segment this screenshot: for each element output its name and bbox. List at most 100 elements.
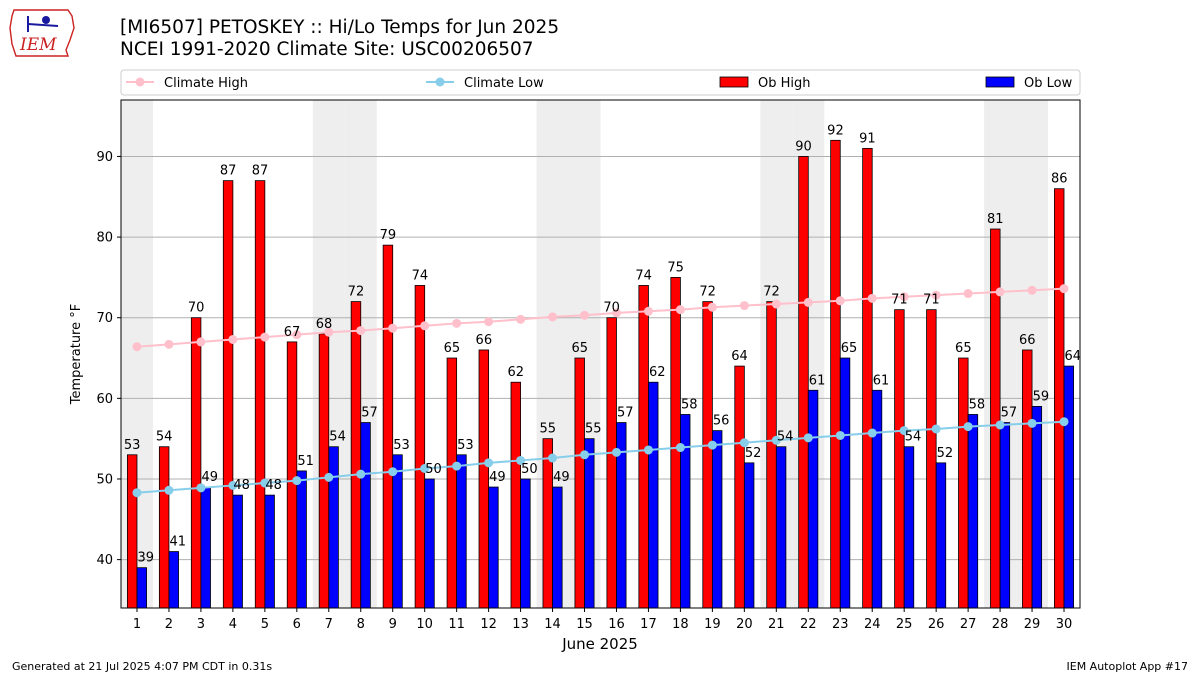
climate-low-point <box>420 464 430 474</box>
ob-high-bar <box>990 228 1001 609</box>
ob-high-label: 70 <box>188 301 205 316</box>
x-tick-label: 22 <box>800 617 817 632</box>
climate-high-point <box>931 290 941 300</box>
ob-high-label: 70 <box>603 301 620 316</box>
ob-low-label: 50 <box>521 462 538 477</box>
x-tick-label: 7 <box>325 617 333 632</box>
x-tick-label: 4 <box>229 617 237 632</box>
climate-high-point <box>388 323 398 333</box>
ob-low-label: 50 <box>425 462 442 477</box>
x-tick-label: 11 <box>448 617 465 632</box>
ob-high-bar <box>670 276 681 609</box>
ob-high-bar <box>382 244 394 609</box>
ob-low-bar <box>424 478 435 609</box>
ob-high-bar <box>894 309 905 609</box>
ob-high-label: 67 <box>284 325 301 340</box>
ob-high-label: 65 <box>955 341 972 356</box>
x-tick-label: 1 <box>133 617 141 632</box>
ob-high-label: 75 <box>667 260 684 275</box>
climate-low-line <box>136 420 1065 494</box>
ob-high-label: 72 <box>348 285 365 300</box>
ob-low-bar <box>136 567 147 609</box>
climate-high-point <box>835 296 845 306</box>
x-tick-label: 29 <box>1024 617 1041 632</box>
ob-high-bar <box>830 139 841 609</box>
x-tick-label: 17 <box>640 617 657 632</box>
ob-high-label: 87 <box>220 164 237 179</box>
ob-high-bar <box>574 357 585 609</box>
ob-high-label: 71 <box>923 293 940 308</box>
x-tick-label: 23 <box>832 617 849 632</box>
ob-low-bar <box>935 462 947 609</box>
ob-high-bar <box>158 446 170 609</box>
climate-low-point <box>164 485 174 495</box>
ob-low-label: 61 <box>809 373 826 388</box>
chart-title: [MI6507] PETOSKEY :: Hi/Lo Temps for Jun… <box>120 17 559 61</box>
ob-low-bar <box>392 454 403 609</box>
ob-low-label: 49 <box>489 470 506 485</box>
y-tick-label: 50 <box>96 472 113 487</box>
climate-high-point <box>963 289 973 299</box>
ob-low-bar <box>200 486 211 609</box>
climate-low-point <box>675 443 685 453</box>
ob-high-label: 66 <box>476 333 493 348</box>
ob-high-bar <box>190 317 202 609</box>
x-tick-label: 12 <box>480 617 497 632</box>
ob-high-label: 81 <box>987 212 1004 227</box>
ob-high-bar <box>286 341 298 609</box>
ob-low-label: 64 <box>1065 349 1082 364</box>
ob-high-label: 64 <box>731 349 748 364</box>
ob-high-bar <box>862 147 873 609</box>
ob-high-bar <box>926 309 937 609</box>
ob-high-bar <box>510 381 521 609</box>
ob-low-bar <box>903 446 915 609</box>
ob-low-label: 54 <box>777 430 794 445</box>
ob-low-label: 55 <box>585 422 602 437</box>
ob-high-label: 90 <box>795 139 812 154</box>
ob-high-label: 65 <box>444 341 461 356</box>
generated-note: Generated at 21 Jul 2025 4:07 PM CDT in … <box>12 660 273 673</box>
x-tick-label: 10 <box>416 617 433 632</box>
ob-low-label: 65 <box>841 341 858 356</box>
climate-high-point <box>675 305 685 315</box>
climate-high-point <box>771 299 781 309</box>
logo-text: IEM <box>19 35 57 55</box>
climate-high-point <box>739 301 749 311</box>
ob-high-label: 55 <box>539 422 556 437</box>
ob-high-bar <box>126 454 138 609</box>
ob-low-bar <box>584 438 595 609</box>
ob-low-bar <box>360 422 371 609</box>
ob-high-label: 72 <box>763 285 780 300</box>
climate-high-point <box>420 321 430 331</box>
ob-high-label: 74 <box>635 268 652 283</box>
ob-high-label: 72 <box>699 285 716 300</box>
ob-low-bar <box>296 470 307 609</box>
ob-low-bar <box>711 430 723 609</box>
climate-low-point <box>771 435 781 445</box>
title-line-2: NCEI 1991-2020 Climate Site: USC00206507 <box>120 39 534 60</box>
climate-high-point <box>196 337 206 347</box>
climate-high-point <box>324 327 334 337</box>
climate-high-point <box>867 293 877 303</box>
ob-low-bar <box>871 389 883 609</box>
ob-high-bar <box>254 180 266 609</box>
x-tick-label: 2 <box>165 617 173 632</box>
climate-high-point <box>260 332 270 342</box>
legend-label: Climate Low <box>464 76 544 91</box>
y-tick-label: 80 <box>96 231 113 246</box>
climate-high-point <box>707 302 717 312</box>
climate-low-point <box>324 472 334 482</box>
climate-low-point <box>388 467 398 477</box>
ob-low-label: 41 <box>169 535 186 550</box>
ob-low-bar <box>1031 406 1043 609</box>
climate-low-point <box>707 440 717 450</box>
climate-low-point <box>356 469 366 479</box>
climate-low-point <box>835 430 845 440</box>
climate-lines <box>132 284 1069 498</box>
climate-high-point <box>292 330 302 340</box>
ob-high-bar <box>1022 349 1033 609</box>
climate-high-point <box>452 318 462 328</box>
x-tick-label: 24 <box>864 617 881 632</box>
